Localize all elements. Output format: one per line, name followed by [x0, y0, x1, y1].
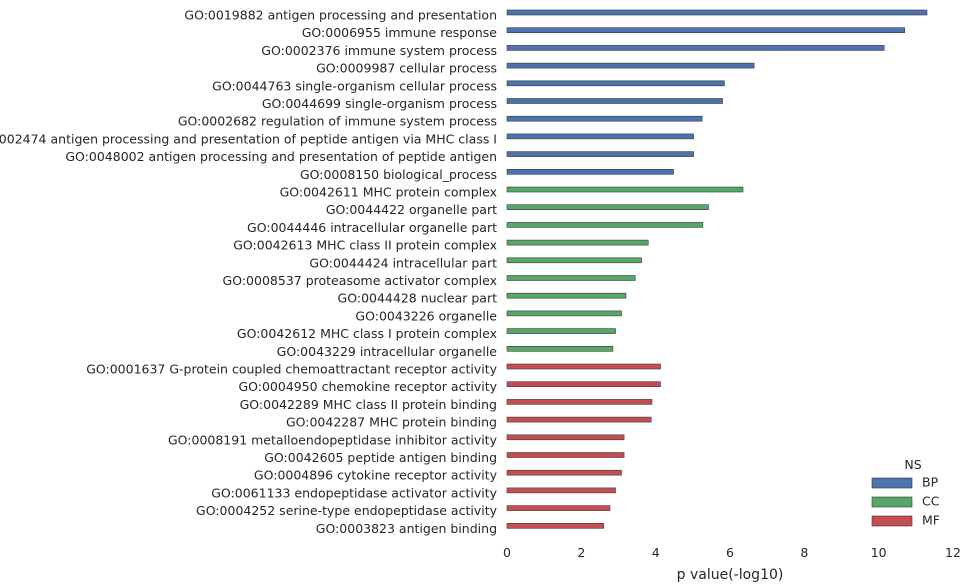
- legend-swatch-mf: [871, 515, 913, 527]
- category-label: GO:0002682 regulation of immune system p…: [178, 114, 497, 129]
- category-label: GO:0044428 nuclear part: [338, 291, 498, 306]
- category-label: GO:0001637 G-protein coupled chemoattrac…: [86, 362, 497, 377]
- x-tick-label: 6: [726, 545, 734, 560]
- bar-mf-22: [506, 399, 653, 405]
- bar-mf-24: [506, 434, 625, 441]
- bar-bp-9: [506, 169, 674, 175]
- bar-cc-12: [506, 222, 704, 228]
- legend-label-mf: MF: [922, 513, 940, 528]
- category-label: GO:0042289 MHC class II protein binding: [240, 397, 497, 412]
- bars-layer: [506, 9, 928, 529]
- category-label: GO:0008191 metalloendopeptidase inhibito…: [168, 432, 498, 447]
- category-label: GO:0004950 chemokine receptor activity: [238, 379, 497, 394]
- x-tick-label: 4: [652, 545, 660, 560]
- bar-bp-8: [506, 151, 694, 157]
- category-label: GO:0043229 intracellular organelle: [277, 344, 498, 359]
- category-label: GO:0048002 antigen processing and presen…: [65, 149, 497, 164]
- category-label: GO:0044446 intracellular organelle part: [247, 220, 497, 235]
- bar-mf-29: [506, 522, 604, 529]
- bar-bp-7: [506, 133, 694, 140]
- bar-bp-1: [506, 27, 905, 34]
- category-label: GO:0002376 immune system process: [261, 43, 497, 58]
- category-label: GO:0044763 single-organism cellular proc…: [212, 78, 497, 93]
- bar-cc-10: [506, 186, 744, 193]
- legend: NS BP CC MF: [871, 457, 940, 528]
- bar-cc-17: [506, 310, 622, 317]
- category-label: GO:0004896 cytokine receptor activity: [254, 468, 498, 483]
- bar-mf-28: [506, 505, 611, 511]
- bar-cc-18: [506, 328, 616, 334]
- bar-mf-27: [506, 487, 616, 494]
- legend-title: NS: [904, 457, 921, 472]
- x-tick-label: 10: [871, 545, 887, 560]
- legend-label-cc: CC: [922, 494, 940, 509]
- bar-bp-4: [506, 80, 725, 87]
- category-label: GO:0044422 organelle part: [326, 202, 497, 217]
- category-labels: GO:0019882 antigen processing and presen…: [0, 8, 498, 536]
- bar-bp-6: [506, 115, 703, 122]
- category-label: GO:0044699 single-organism process: [262, 96, 497, 111]
- category-label: GO:0043226 organelle: [355, 308, 497, 323]
- legend-label-bp: BP: [922, 475, 939, 490]
- category-label: GO:0042612 MHC class I protein complex: [237, 326, 497, 341]
- category-label: GO:0009987 cellular process: [316, 61, 497, 76]
- bar-bp-5: [506, 98, 723, 104]
- category-label: GO:0061133 endopeptidase activator activ…: [211, 485, 497, 500]
- bar-mf-21: [506, 381, 661, 388]
- bar-mf-25: [506, 452, 625, 458]
- category-label: GO:0019882 antigen processing and presen…: [184, 8, 497, 23]
- bar-bp-3: [506, 62, 755, 69]
- x-axis-ticks: 0 2 4 6 8 10 12: [503, 545, 961, 560]
- bar-cc-19: [506, 345, 614, 352]
- bar-bp-2: [506, 45, 885, 51]
- category-label: GO:0004252 serine-type endopeptidase act…: [196, 503, 498, 518]
- category-label: GO:0042611 MHC protein complex: [280, 185, 497, 200]
- bar-mf-20: [506, 363, 661, 370]
- x-tick-label: 0: [503, 545, 511, 560]
- category-label: GO:0003823 antigen binding: [316, 521, 497, 536]
- bar-mf-23: [506, 416, 652, 423]
- x-tick-label: 2: [577, 545, 585, 560]
- bar-cc-14: [506, 257, 642, 264]
- legend-swatch-cc: [871, 496, 913, 508]
- legend-swatch-bp: [871, 477, 913, 489]
- category-label: GO:0044424 intracellular part: [309, 255, 497, 270]
- category-label: GO:0008150 biological_process: [300, 167, 497, 182]
- category-label: GO:0042605 peptide antigen binding: [264, 450, 497, 465]
- category-label: GO:0042613 MHC class II protein complex: [233, 238, 497, 253]
- category-label: GO:0042287 MHC protein binding: [286, 415, 497, 430]
- category-label: GO:0008537 proteasome activator complex: [223, 273, 497, 288]
- x-axis-label: p value(-log10): [677, 567, 784, 583]
- bar-bp-0: [506, 9, 928, 16]
- category-label: GO:0002474 antigen processing and presen…: [0, 131, 497, 146]
- category-label: GO:0006955 immune response: [302, 25, 498, 40]
- bar-cc-11: [506, 204, 709, 210]
- bar-cc-13: [506, 239, 649, 246]
- x-tick-label: 12: [945, 545, 961, 560]
- bar-cc-16: [506, 292, 627, 299]
- x-tick-label: 8: [800, 545, 808, 560]
- bar-mf-26: [506, 469, 622, 476]
- bar-cc-15: [506, 275, 636, 281]
